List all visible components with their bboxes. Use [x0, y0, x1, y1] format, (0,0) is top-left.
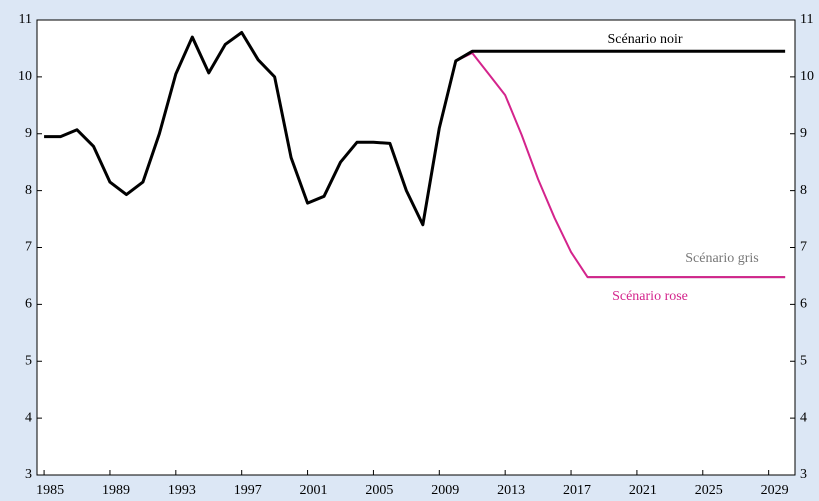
line-series	[44, 31, 786, 227]
y-tick-label: 3	[25, 467, 32, 482]
x-tick-label: 1997	[234, 483, 262, 498]
series-label: Scénario noir	[607, 32, 682, 47]
x-tick-label: 2001	[300, 483, 328, 498]
x-tick-label: 1993	[168, 483, 196, 498]
y2-tick-label: 9	[800, 126, 807, 141]
x-tick-label: 1985	[36, 483, 64, 498]
y2-tick-label: 11	[800, 12, 813, 27]
y2-tick-label: 5	[800, 353, 807, 368]
y-tick-label: 9	[25, 126, 32, 141]
x-tick-label: 2025	[695, 483, 723, 498]
plot-area	[36, 19, 796, 476]
x-tick-label: 2029	[761, 483, 789, 498]
y-tick-label: 10	[18, 69, 32, 84]
x-tick-label: 2013	[497, 483, 525, 498]
y2-tick-label: 7	[800, 240, 807, 255]
line-series	[455, 51, 786, 279]
y-tick-label: 8	[25, 183, 32, 198]
y2-tick-label: 4	[800, 410, 807, 425]
y2-tick-label: 10	[800, 69, 814, 84]
series-label: Scénario rose	[612, 289, 688, 304]
x-tick-label: 2005	[365, 483, 393, 498]
y2-tick-label: 3	[800, 467, 807, 482]
y-tick-label: 11	[19, 12, 32, 27]
x-tick-label: 2009	[431, 483, 459, 498]
y2-tick-label: 8	[800, 183, 807, 198]
y-tick-label: 7	[25, 240, 32, 255]
y-tick-label: 6	[25, 297, 32, 312]
y2-tick-label: 6	[800, 297, 807, 312]
y-tick-label: 5	[25, 353, 32, 368]
x-tick-label: 2021	[629, 483, 657, 498]
x-tick-label: 2017	[563, 483, 591, 498]
x-tick-label: 1989	[102, 483, 130, 498]
y-tick-label: 4	[25, 410, 32, 425]
series-label: Scénario gris	[685, 251, 758, 266]
